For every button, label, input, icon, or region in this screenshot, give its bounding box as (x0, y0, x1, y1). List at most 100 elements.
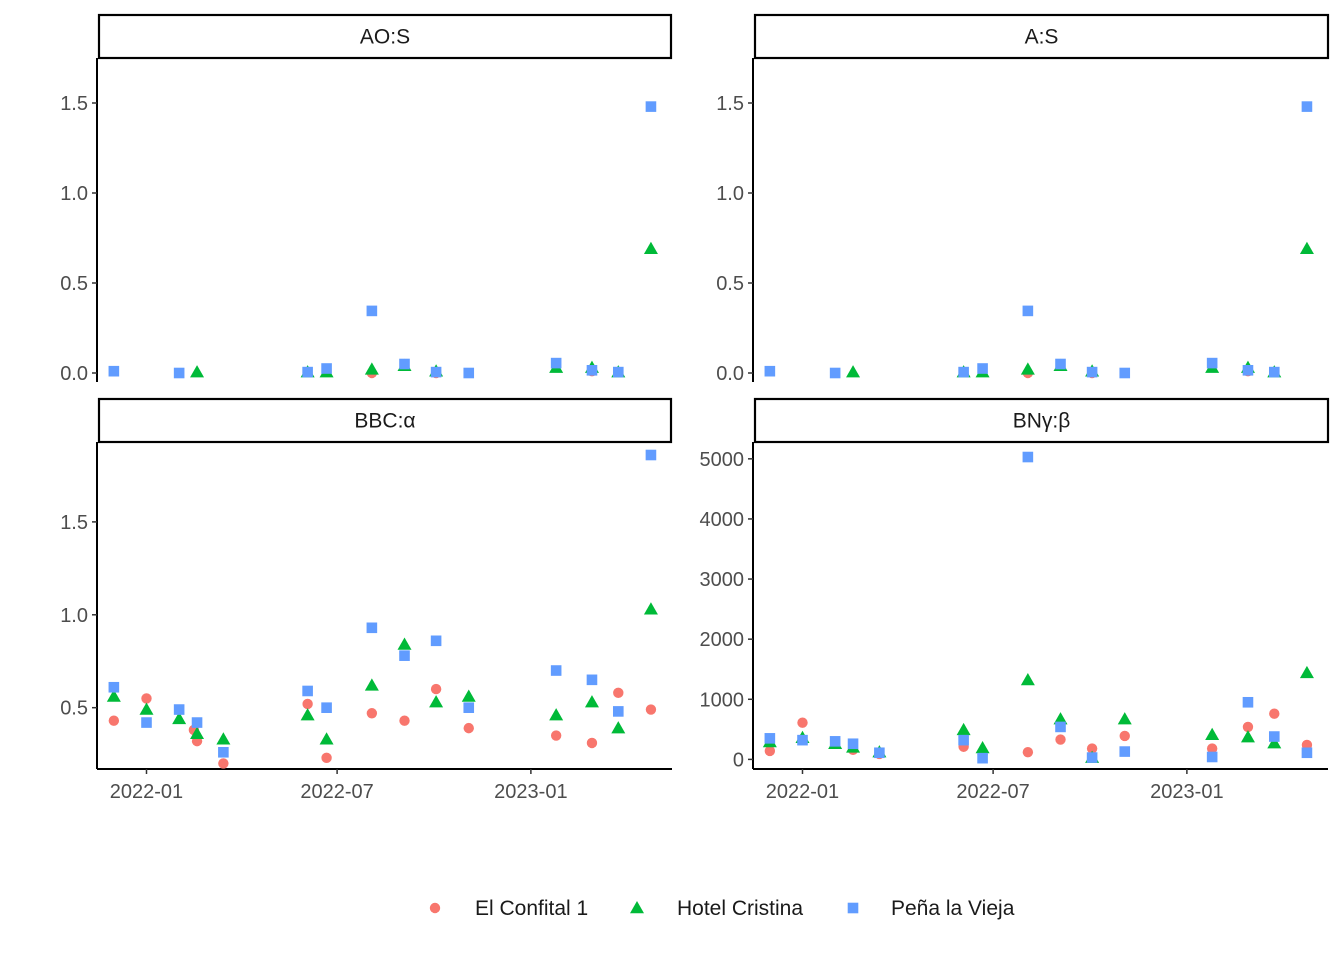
data-point (643, 241, 658, 255)
facet-panel-3: BBC:α 0.5 1.0 1.5 2022-01 2022-07 2023-01 (60, 397, 673, 803)
data-point (218, 758, 229, 769)
data-point (586, 674, 598, 686)
data-point (846, 365, 861, 378)
data-point (977, 363, 988, 374)
data-point (958, 734, 969, 746)
data-point (797, 734, 808, 746)
facet-panel-4: BNγ:β 0 1000 2000 3000 4000 5000 2022-01 2022-07… (700, 397, 1330, 803)
facet-strip-label: A:S (1025, 26, 1059, 49)
data-point (106, 689, 121, 702)
y-tick-label: 1.5 (716, 93, 744, 115)
data-point (364, 678, 379, 691)
data-point (190, 365, 205, 378)
data-point (1055, 734, 1066, 745)
data-point (1205, 727, 1220, 740)
y-tick-label: 0.5 (60, 273, 88, 295)
data-point (321, 702, 332, 713)
data-point (612, 706, 624, 717)
y-tick-label: 0.5 (716, 273, 744, 295)
data-point (1206, 357, 1218, 369)
data-point (366, 708, 378, 719)
data-point (584, 695, 599, 708)
data-point (319, 732, 334, 745)
data-point (1119, 746, 1131, 757)
x-tick-label: 2022-07 (300, 781, 373, 803)
data-point (302, 685, 313, 697)
facet-panel-2: A:S 0.0 0.5 1.0 1.5 (716, 13, 1330, 385)
data-point (958, 366, 969, 378)
data-point (764, 733, 776, 744)
data-point (550, 730, 562, 741)
data-point (399, 358, 410, 370)
facet-strip (753, 397, 1330, 444)
data-point (108, 681, 120, 693)
y-tick-label: 1.5 (60, 512, 88, 534)
data-point (321, 363, 332, 374)
data-point (829, 367, 841, 379)
data-point (1055, 721, 1066, 733)
legend-item: Peña la Vieja (847, 897, 1015, 920)
series-hotel-cristina (106, 602, 658, 745)
data-point (141, 717, 152, 728)
legend-label: El Confital 1 (475, 897, 588, 920)
data-point (366, 622, 378, 634)
data-point (173, 704, 185, 715)
y-tick-label: 4000 (700, 509, 745, 531)
data-point (429, 695, 444, 708)
data-point (397, 637, 412, 650)
legend-item: Hotel Cristina (630, 897, 803, 920)
data-point (364, 362, 379, 375)
data-point (1086, 752, 1098, 763)
legend-key-square (847, 902, 859, 914)
data-point (764, 365, 776, 377)
data-point (1299, 665, 1314, 679)
series-pe-a-la-vieja (764, 101, 1313, 379)
y-tick-label: 1.0 (716, 183, 744, 205)
x-tick-label: 2023-01 (494, 781, 567, 803)
data-point (1022, 746, 1034, 758)
data-point (321, 752, 332, 764)
data-point (874, 747, 885, 759)
data-point (1020, 673, 1035, 686)
data-point (586, 737, 598, 749)
legend-item: El Confital 1 (429, 897, 588, 920)
series-pe-a-la-vieja (108, 449, 657, 758)
data-point (430, 635, 442, 647)
data-point (463, 722, 474, 734)
data-point (586, 365, 598, 376)
data-point (550, 357, 562, 369)
data-point (1242, 696, 1254, 708)
data-point (1299, 241, 1314, 255)
data-point (430, 366, 442, 378)
data-point (1055, 358, 1066, 370)
data-point (463, 702, 475, 713)
data-point (1020, 362, 1035, 375)
data-point (1269, 708, 1280, 719)
data-point (829, 736, 841, 747)
data-point (1086, 366, 1098, 378)
data-point (300, 708, 315, 721)
x-tick-label: 2023-01 (1150, 781, 1223, 803)
legend-key-circle (429, 902, 441, 914)
data-point (139, 702, 154, 715)
data-point (1022, 451, 1034, 463)
data-point (1268, 731, 1280, 742)
data-point (108, 715, 120, 726)
series-pe-a-la-vieja (764, 451, 1313, 764)
y-tick-label: 2000 (700, 629, 745, 651)
y-tick-label: 1.5 (60, 93, 88, 115)
data-point (549, 708, 564, 721)
data-point (611, 721, 626, 734)
data-point (1117, 712, 1132, 725)
legend-label: Hotel Cristina (677, 897, 803, 920)
data-point (1301, 101, 1313, 112)
data-point (1268, 366, 1280, 378)
y-tick-label: 1000 (700, 689, 745, 711)
data-point (1240, 730, 1255, 743)
data-point (173, 367, 185, 379)
x-tick-label: 2022-01 (766, 781, 839, 803)
data-point (975, 740, 990, 754)
data-point (977, 752, 988, 764)
data-point (366, 305, 378, 317)
